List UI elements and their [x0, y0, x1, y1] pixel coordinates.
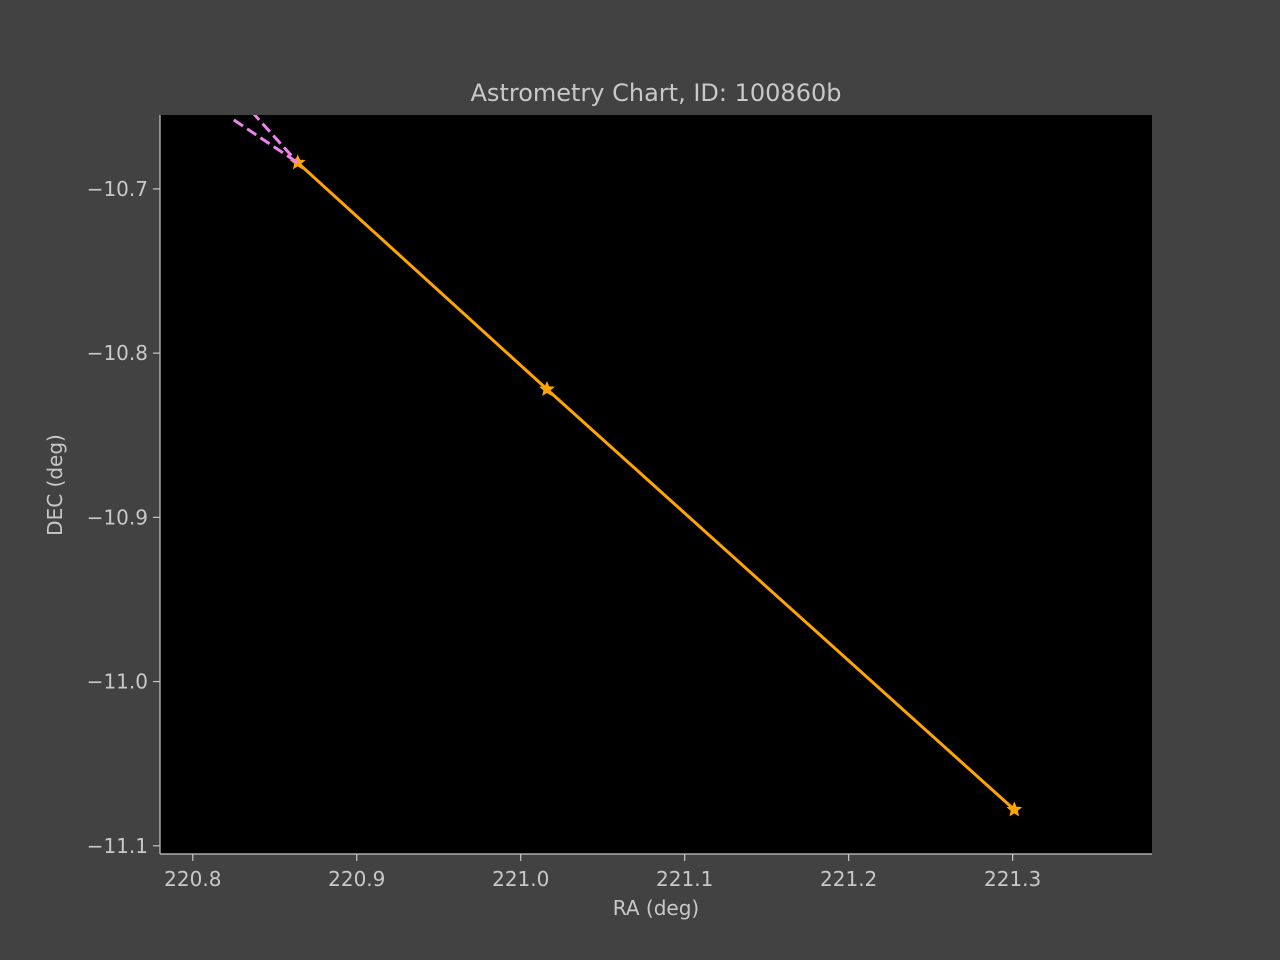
- y-tick-label: −10.7: [87, 177, 148, 201]
- y-tick-label: −10.9: [87, 505, 148, 529]
- plot-area: [160, 115, 1152, 854]
- series-line-2: [232, 118, 299, 164]
- y-tick-label: −11.1: [87, 834, 148, 858]
- x-tick-label: 220.9: [328, 867, 385, 891]
- x-tick-label: 221.1: [656, 867, 713, 891]
- chart-title: Astrometry Chart, ID: 100860b: [471, 79, 842, 107]
- x-tick-label: 221.2: [820, 867, 877, 891]
- data-point-star: [1006, 801, 1023, 817]
- data-point-star: [539, 380, 555, 396]
- y-tick-label: −10.8: [87, 341, 148, 365]
- x-ticks: 220.8 220.9 221.0 221.1 221.2 221.3: [164, 854, 1041, 891]
- x-tick-label: 221.3: [984, 867, 1041, 891]
- y-ticks: −10.7 −10.8 −10.9 −11.0 −11.1: [87, 177, 160, 858]
- y-tick-label: −11.0: [87, 670, 148, 694]
- x-tick-label: 221.0: [492, 867, 549, 891]
- x-tick-label: 220.8: [164, 867, 221, 891]
- y-axis-label: DEC (deg): [43, 434, 67, 536]
- x-axis-label: RA (deg): [613, 896, 699, 920]
- series-layer: [232, 115, 1023, 817]
- series-line-3: [252, 115, 299, 164]
